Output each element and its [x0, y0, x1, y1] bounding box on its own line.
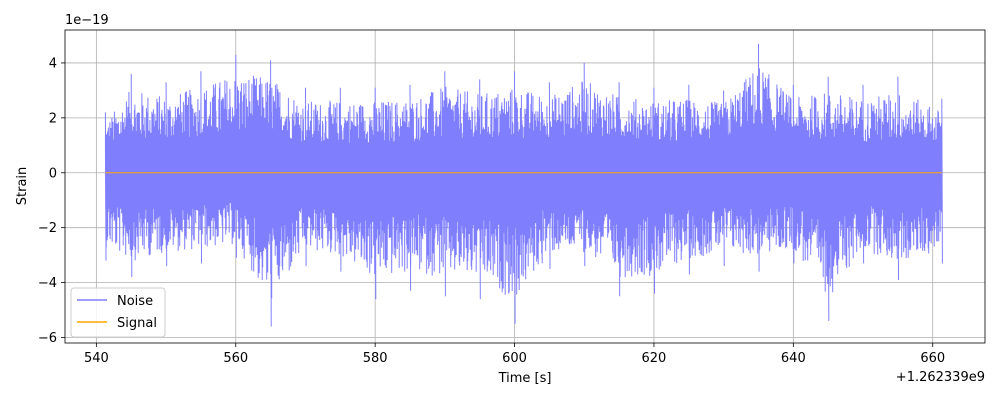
noise-series: [104, 43, 943, 327]
x-axis-label: Time [s]: [498, 371, 552, 386]
y-tick-label: 2: [49, 111, 57, 126]
y-tick-label: 0: [49, 166, 57, 181]
legend-noise-label: Noise: [117, 294, 153, 309]
x-axis: 540 560 580 600 620 640 660: [84, 343, 945, 366]
x-offset-label: +1.262339e9: [896, 370, 985, 385]
x-tick-label: 580: [363, 351, 388, 366]
y-axis: −6 −4 −2 0 2 4: [38, 56, 65, 346]
x-tick-label: 620: [642, 351, 667, 366]
x-tick-label: 540: [84, 351, 109, 366]
x-tick-label: 660: [920, 351, 945, 366]
y-tick-label: 4: [49, 56, 57, 71]
x-tick-label: 640: [781, 351, 806, 366]
x-tick-label: 600: [502, 351, 527, 366]
x-tick-label: 560: [223, 351, 248, 366]
legend-signal-label: Signal: [117, 316, 157, 331]
noise-line: [104, 43, 943, 327]
y-tick-label: −2: [38, 221, 57, 236]
legend: Noise Signal: [70, 287, 166, 338]
y-axis-label: Strain: [15, 167, 30, 206]
y-tick-label: −6: [38, 331, 57, 346]
plot-frame: [64, 29, 986, 344]
y-scale-label: 1e−19: [65, 13, 109, 28]
y-tick-label: −4: [38, 276, 57, 291]
